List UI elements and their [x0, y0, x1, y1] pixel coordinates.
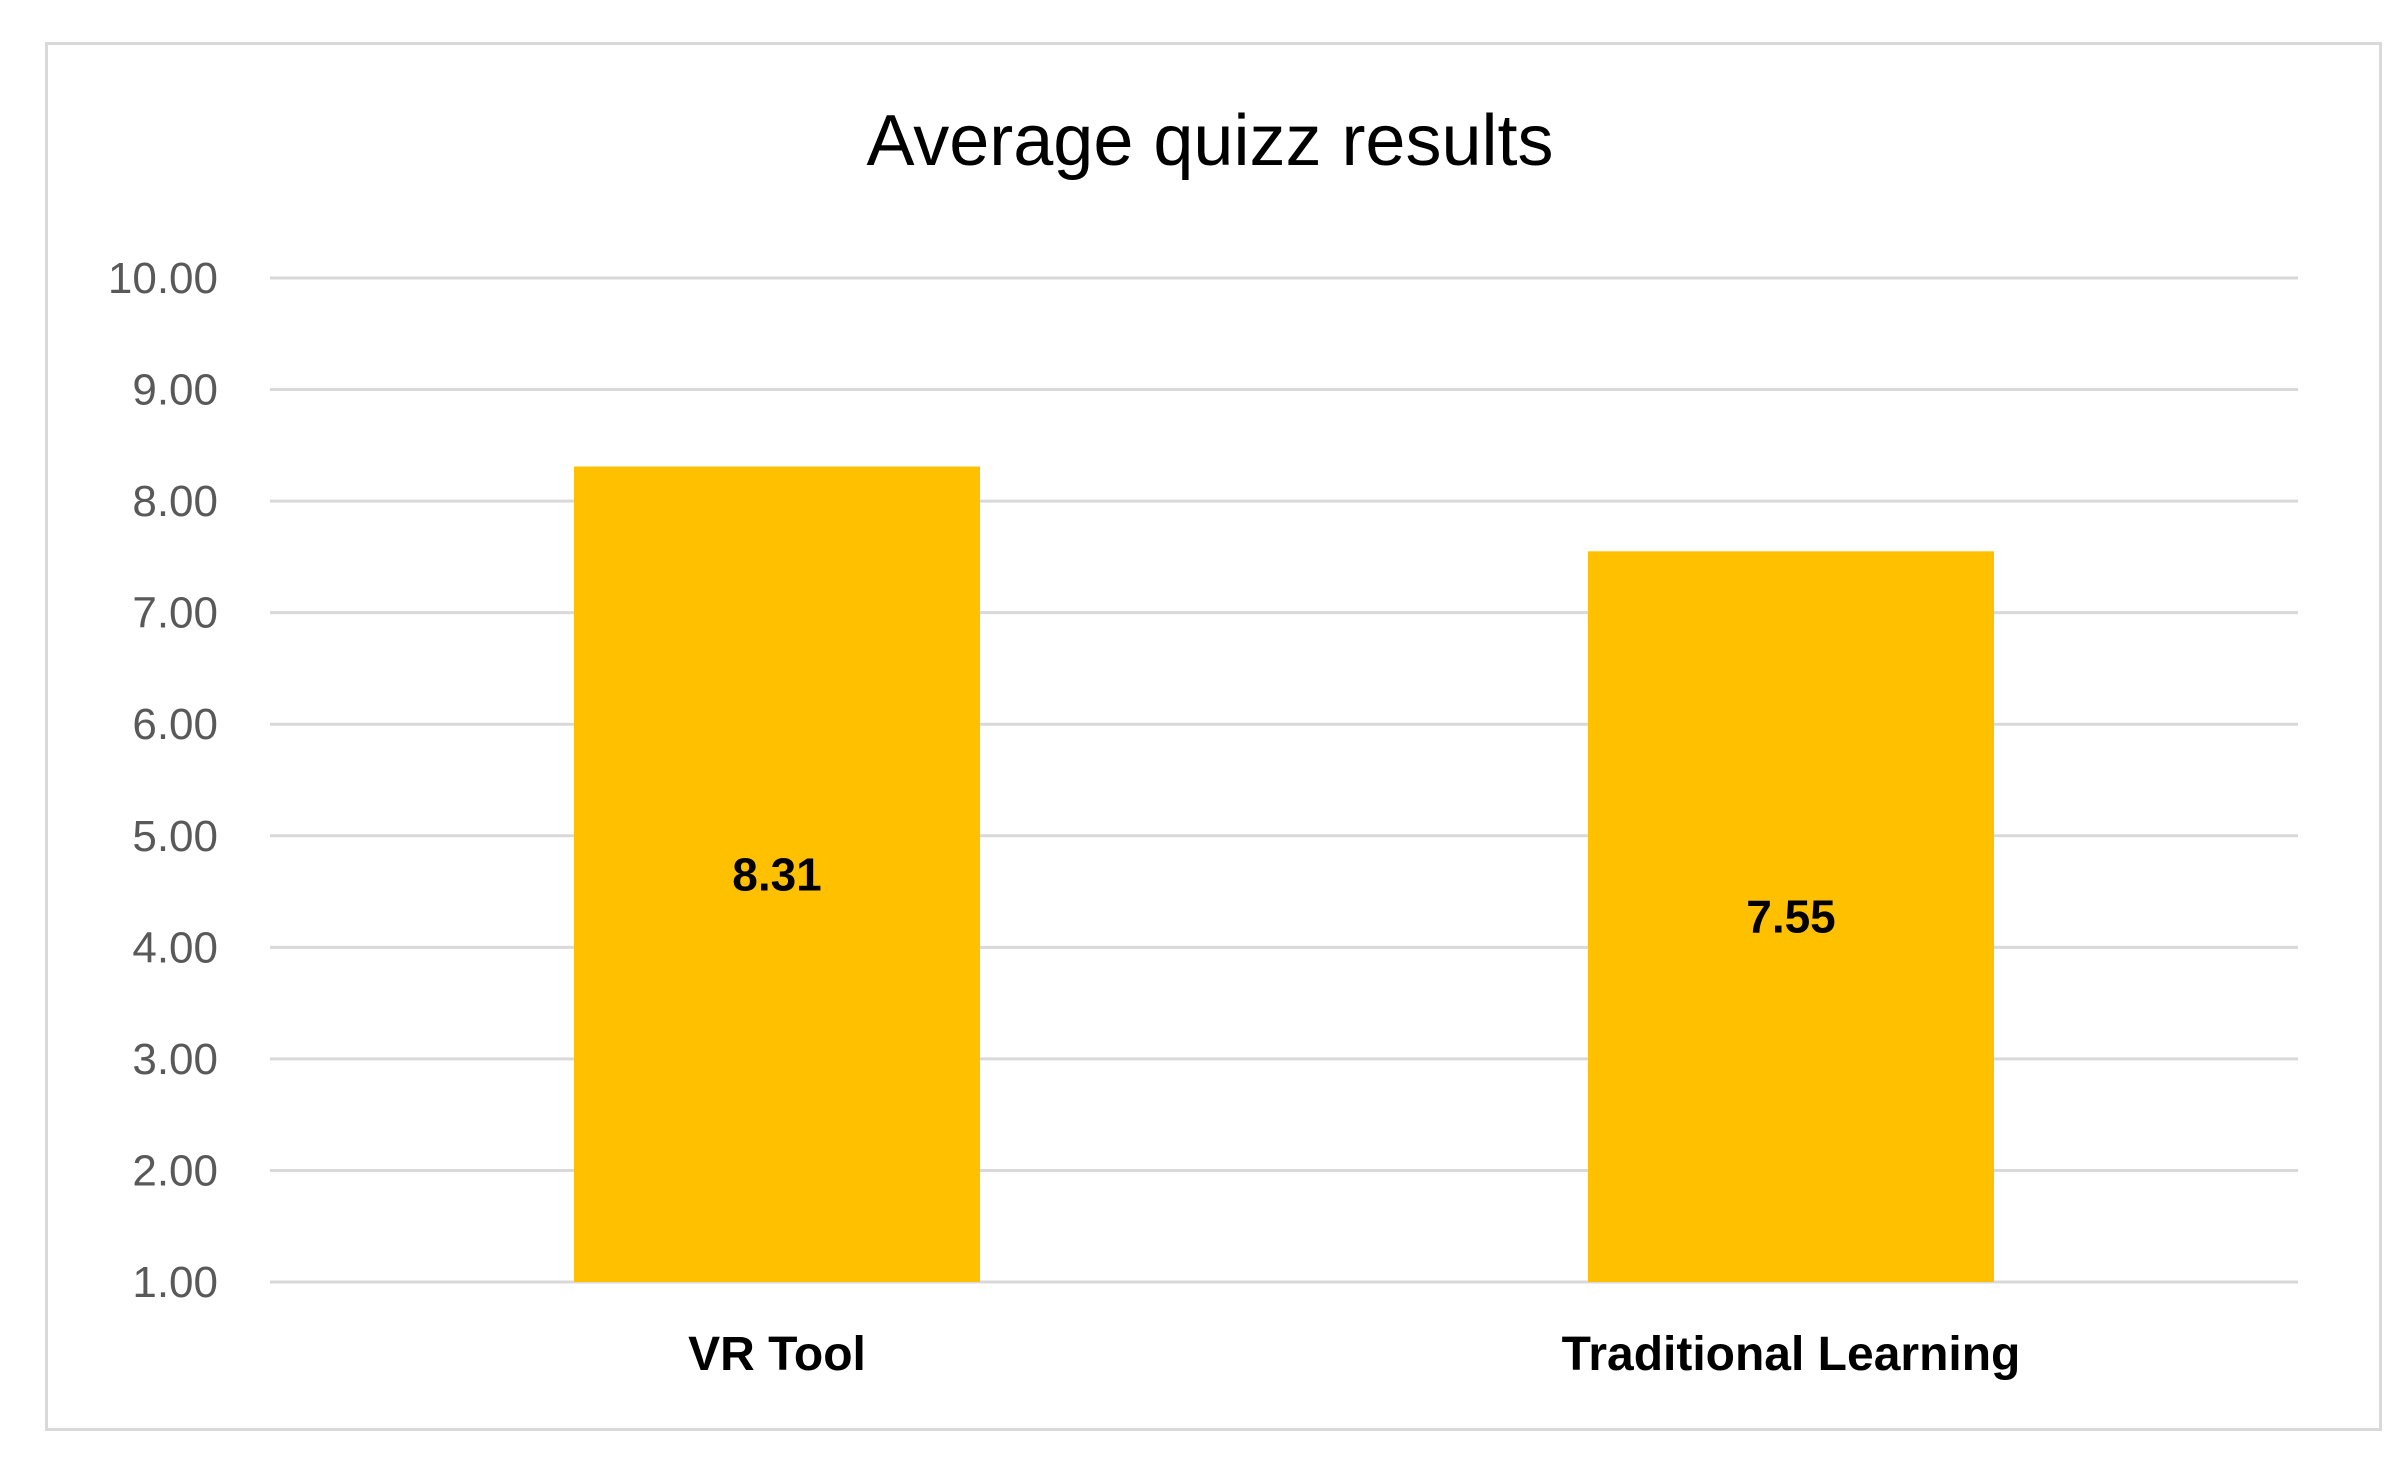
y-tick-label: 7.00 — [132, 589, 218, 638]
x-category-label: VR Tool — [688, 1328, 866, 1381]
y-tick-label: 3.00 — [132, 1035, 218, 1084]
y-tick-label: 5.00 — [132, 812, 218, 861]
bar — [574, 466, 980, 1282]
bar — [1588, 551, 1994, 1282]
y-tick-label: 8.00 — [132, 477, 218, 526]
data-label: 7.55 — [1746, 891, 1836, 943]
data-labels: 8.31 7.55 — [732, 848, 1836, 942]
x-axis-labels: VR Tool Traditional Learning — [688, 1328, 2020, 1381]
chart-title: Average quizz results — [866, 101, 1553, 181]
y-tick-label: 6.00 — [132, 700, 218, 749]
data-label: 8.31 — [732, 848, 822, 900]
y-tick-label: 1.00 — [132, 1258, 218, 1307]
y-tick-label: 4.00 — [132, 923, 218, 972]
y-tick-label: 2.00 — [132, 1146, 218, 1195]
y-tick-label: 9.00 — [132, 366, 218, 415]
bars — [574, 466, 1994, 1282]
y-tick-label: 10.00 — [108, 254, 218, 303]
y-axis-ticks: 1.00 2.00 3.00 4.00 5.00 6.00 7.00 8.00 9.00 10.0… — [108, 254, 218, 1307]
x-category-label: Traditional Learning — [1562, 1328, 2021, 1381]
